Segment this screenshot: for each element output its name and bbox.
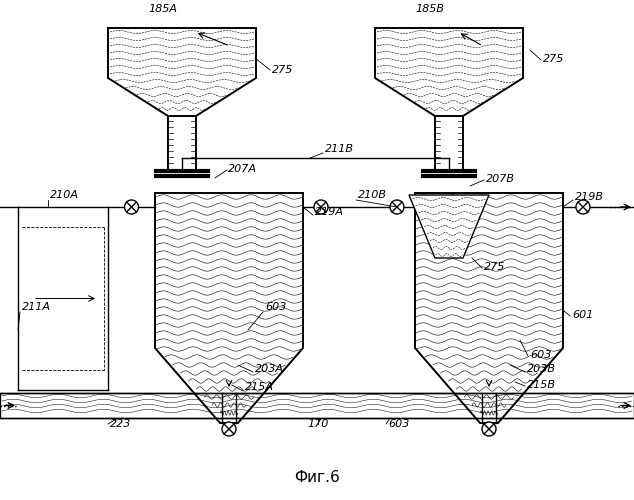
Text: 185A: 185A — [148, 4, 178, 14]
Polygon shape — [409, 195, 489, 258]
Text: 601: 601 — [572, 310, 593, 320]
Text: 215A: 215A — [245, 382, 274, 392]
Text: 603: 603 — [388, 419, 410, 429]
Text: Фиг.6: Фиг.6 — [294, 470, 340, 486]
Text: 170: 170 — [307, 419, 328, 429]
Circle shape — [314, 200, 328, 214]
Text: 275: 275 — [543, 54, 564, 64]
Text: 275: 275 — [272, 65, 294, 75]
Circle shape — [222, 422, 236, 436]
Text: 223: 223 — [110, 419, 131, 429]
Text: 210A: 210A — [50, 190, 79, 200]
Text: 603: 603 — [530, 350, 552, 360]
Polygon shape — [375, 28, 523, 116]
Text: 210B: 210B — [358, 190, 387, 200]
Text: 603: 603 — [265, 302, 287, 312]
Text: 211A: 211A — [22, 302, 51, 312]
Circle shape — [576, 200, 590, 214]
Text: 203B: 203B — [527, 364, 556, 374]
Text: 211B: 211B — [325, 144, 354, 154]
Circle shape — [124, 200, 138, 214]
Text: 215B: 215B — [527, 380, 556, 390]
Bar — [0, 393, 634, 418]
Text: 207B: 207B — [486, 174, 515, 184]
Text: 207A: 207A — [228, 164, 257, 174]
Text: 275: 275 — [484, 262, 505, 272]
Text: 219A: 219A — [315, 207, 344, 217]
Polygon shape — [108, 28, 256, 116]
Text: 185B: 185B — [415, 4, 444, 14]
Circle shape — [390, 200, 404, 214]
Text: 219B: 219B — [575, 192, 604, 202]
Circle shape — [482, 422, 496, 436]
Text: 203A: 203A — [255, 364, 284, 374]
